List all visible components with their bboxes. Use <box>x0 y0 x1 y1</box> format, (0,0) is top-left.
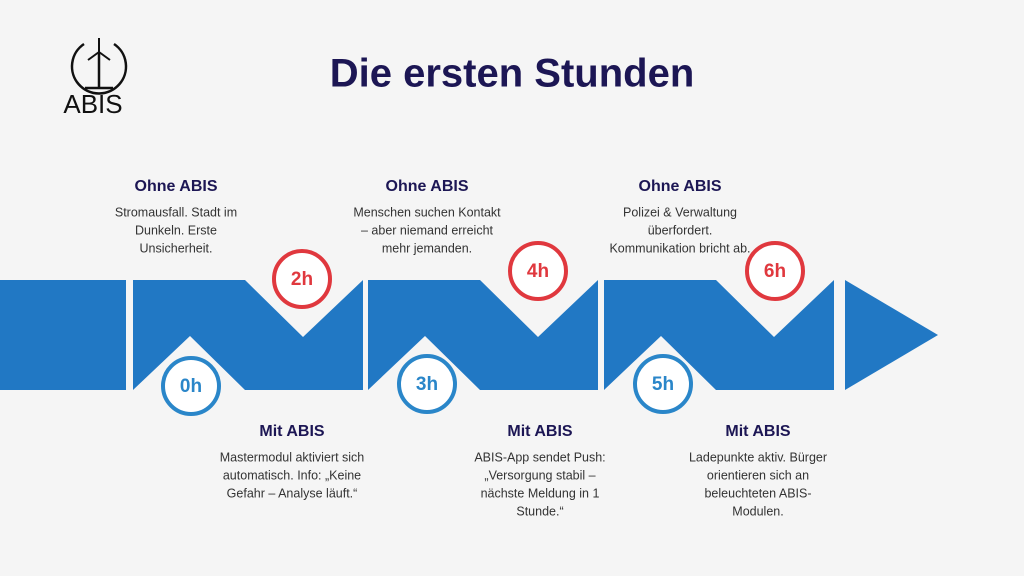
block-heading: Mit ABIS <box>259 423 325 440</box>
block-text: Dunkeln. Erste <box>135 223 217 237</box>
milestone-label: 5h <box>652 374 674 395</box>
band-segment <box>368 280 598 390</box>
milestone-circle <box>745 241 805 301</box>
milestone-circle <box>397 354 457 414</box>
block-text: beleuchteten ABIS- <box>704 486 811 500</box>
milestone-label: 2h <box>291 269 313 290</box>
block-heading: Mit ABIS <box>507 423 573 440</box>
block-heading: Ohne ABIS <box>386 178 469 195</box>
milestone-circle <box>508 241 568 301</box>
logo-icon <box>70 38 128 95</box>
block-text: Menschen suchen Kontakt <box>353 205 501 219</box>
band-segment <box>604 280 834 390</box>
block-heading: Ohne ABIS <box>639 178 722 195</box>
block-text: nächste Meldung in 1 <box>481 486 600 500</box>
block-text: „Versorgung stabil – <box>484 468 595 482</box>
block-text: automatisch. Info: „Keine <box>223 468 361 482</box>
title: Die ersten Stunden <box>330 52 695 96</box>
block-text: Modulen. <box>732 504 783 518</box>
milestone-label: 3h <box>416 374 438 395</box>
band-arrow <box>845 280 938 390</box>
band-segment <box>0 280 126 390</box>
block-text: Ladepunkte aktiv. Bürger <box>689 450 827 464</box>
band-segment <box>133 280 363 390</box>
block-text: mehr jemanden. <box>382 241 472 255</box>
block-heading: Mit ABIS <box>725 423 791 440</box>
timeline-band <box>0 280 938 390</box>
block-text: ABIS-App sendet Push: <box>474 450 605 464</box>
block-text: Stromausfall. Stadt im <box>115 205 237 219</box>
block-text: Stunde.“ <box>516 504 563 518</box>
block-text: Kommunikation bricht ab. <box>609 241 750 255</box>
block-heading: Ohne ABIS <box>135 178 218 195</box>
block-text: orientieren sich an <box>707 468 809 482</box>
block-text: – aber niemand erreicht <box>361 223 494 237</box>
logo-text: ABIS <box>63 89 122 119</box>
milestone-label: 4h <box>527 261 549 282</box>
milestone-circle <box>161 356 221 416</box>
block-text: Unsicherheit. <box>140 241 213 255</box>
block-text: Polizei & Verwaltung <box>623 205 737 219</box>
milestone-circle <box>272 249 332 309</box>
milestone-circle <box>633 354 693 414</box>
block-text: Mastermodul aktiviert sich <box>220 450 365 464</box>
milestone-label: 6h <box>764 261 786 282</box>
block-text: Gefahr – Analyse läuft.“ <box>227 486 358 500</box>
block-text: überfordert. <box>648 223 713 237</box>
milestone-label: 0h <box>180 376 202 397</box>
